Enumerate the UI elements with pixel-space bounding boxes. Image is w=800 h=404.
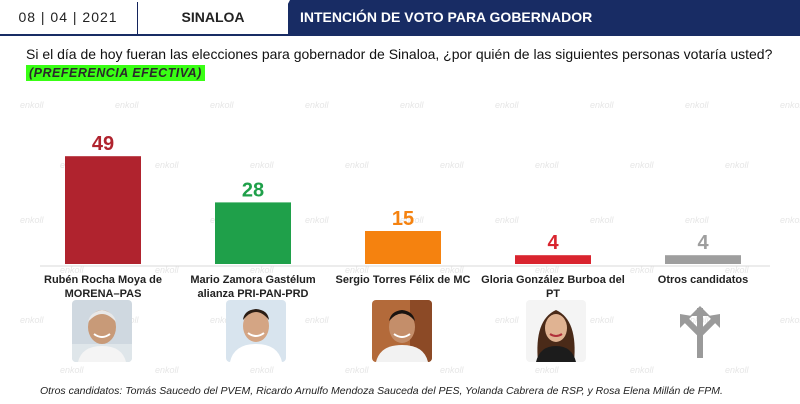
watermark-logo: enkoll — [20, 315, 44, 325]
watermark-logo: enkoll — [60, 365, 84, 375]
watermark-logo: enkoll — [250, 365, 274, 375]
bar-value-label: 4 — [547, 232, 559, 254]
watermark-logo: enkoll — [305, 215, 329, 225]
watermark-logo: enkoll — [535, 160, 559, 170]
watermark-logo: enkoll — [60, 265, 84, 275]
watermark-logo: enkoll — [440, 365, 464, 375]
category-label: Otros candidatos — [628, 273, 778, 287]
category-label-line: Gloria González Burboa del PT — [481, 274, 625, 300]
category-label: Rubén Rocha Moya de MORENA–PAS — [28, 273, 178, 301]
watermark-logo: enkoll — [115, 100, 139, 110]
state-name: SINALOA — [138, 0, 288, 34]
category-label-line: Sergio Torres Félix de MC — [335, 274, 471, 286]
bar-value-label: 28 — [242, 179, 264, 201]
header-title-bar — [272, 0, 800, 34]
candidate-photo-zamora — [226, 300, 286, 362]
category-label: Mario Zamora Gastélum alianza PRI-PAN-PRD — [178, 273, 328, 301]
candidate-photo-rocha — [72, 300, 132, 362]
watermark-logo: enkoll — [155, 160, 179, 170]
watermark-logo: enkoll — [685, 315, 709, 325]
watermark-logo: enkoll — [305, 100, 329, 110]
bar-4 — [665, 255, 741, 264]
watermark-logo: enkoll — [535, 365, 559, 375]
watermark-logo: enkoll — [780, 215, 800, 225]
watermark-logo: enkoll — [535, 265, 559, 275]
category-label-line: MORENA–PAS — [64, 288, 142, 300]
bar-1 — [215, 202, 291, 264]
watermark-logo: enkoll — [210, 100, 234, 110]
watermark-logo: enkoll — [630, 365, 654, 375]
bar-value-label: 49 — [92, 133, 114, 155]
candidate-photo-torres — [372, 300, 432, 362]
category-label-line: Mario Zamora Gastélum — [190, 274, 316, 286]
watermark-logo: enkoll — [155, 365, 179, 375]
watermark-logo: enkoll — [210, 315, 234, 325]
survey-date: 08 | 04 | 2021 — [0, 0, 136, 34]
watermark-logo: enkoll — [685, 100, 709, 110]
watermark-logo: enkoll — [440, 265, 464, 275]
watermark-logo: enkoll — [305, 315, 329, 325]
category-label: Sergio Torres Félix de MC — [328, 273, 478, 287]
watermark-logo: enkoll — [440, 160, 464, 170]
category-label-line: Otros candidatos — [657, 274, 749, 286]
survey-question: Si el día de hoy fueran las elecciones p… — [26, 46, 773, 62]
watermark-logo: enkoll — [155, 265, 179, 275]
category-label-line: alianza PRI-PAN-PRD — [197, 288, 309, 300]
candidate-photo-gonzalez — [526, 300, 586, 362]
watermark-logo: enkoll — [345, 265, 369, 275]
watermark-logo: enkoll — [20, 215, 44, 225]
footnote-other-candidates: Otros candidatos: Tomás Saucedo del PVEM… — [40, 385, 723, 397]
header: 08 | 04 | 2021 SINALOA INTENCIÓN DE VOTO… — [0, 0, 800, 36]
watermark-logo: enkoll — [725, 160, 749, 170]
watermark-logo: enkoll — [630, 265, 654, 275]
watermark-logo: enkoll — [590, 315, 614, 325]
watermark-logo: enkoll — [495, 215, 519, 225]
category-label: Gloria González Burboa del PT — [478, 273, 628, 301]
split-arrows-icon — [678, 306, 722, 358]
header-underline — [0, 34, 800, 36]
watermark-logo: enkoll — [590, 215, 614, 225]
bar-value-label: 15 — [392, 208, 414, 230]
watermark-logo: enkoll — [20, 100, 44, 110]
watermark-logo: enkoll — [400, 215, 424, 225]
watermark-logo: enkoll — [250, 265, 274, 275]
watermark-logo: enkoll — [725, 265, 749, 275]
watermark-logo: enkoll — [495, 315, 519, 325]
bar-3 — [515, 255, 591, 264]
bar-2 — [365, 231, 441, 264]
preference-badge: (PREFERENCIA EFECTIVA) — [26, 65, 205, 81]
bar-value-label: 4 — [697, 232, 709, 254]
watermark-logo: enkoll — [780, 100, 800, 110]
watermark-logo: enkoll — [685, 215, 709, 225]
watermark-logo: enkoll — [250, 160, 274, 170]
bar-0 — [65, 156, 141, 264]
watermark-logo: enkoll — [725, 365, 749, 375]
watermark-logo: enkoll — [345, 365, 369, 375]
watermark-logo: enkoll — [590, 100, 614, 110]
watermark-logo: enkoll — [495, 100, 519, 110]
watermark-logo: enkoll — [345, 160, 369, 170]
watermark-logo: enkoll — [780, 315, 800, 325]
watermark-logo: enkoll — [400, 100, 424, 110]
category-label-line: Rubén Rocha Moya de — [44, 274, 162, 286]
header-title: INTENCIÓN DE VOTO PARA GOBERNADOR — [300, 9, 593, 25]
watermark-logo: enkoll — [630, 160, 654, 170]
